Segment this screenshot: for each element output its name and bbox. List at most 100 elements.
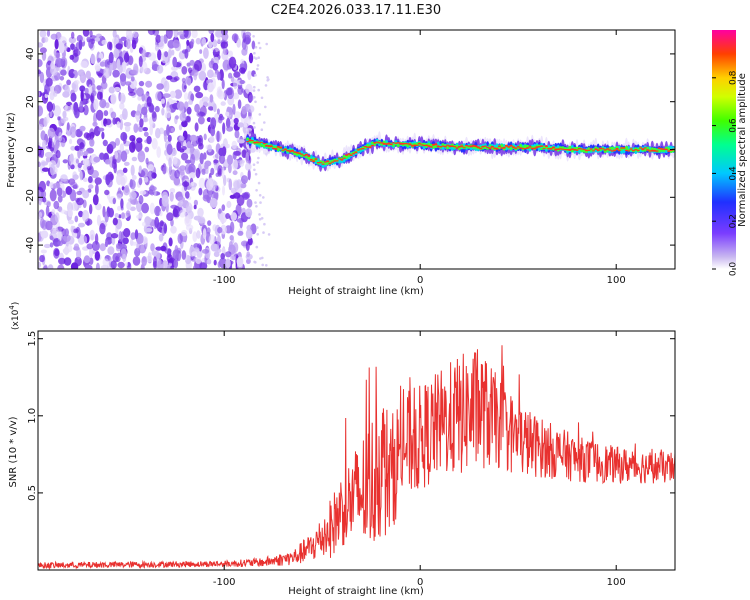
- noise-blob: [85, 70, 92, 80]
- ridge-cell: [312, 160, 316, 163]
- noise-blob: [135, 110, 141, 116]
- noise-blob: [129, 206, 136, 212]
- noise-blob: [245, 162, 252, 171]
- noise-blob: [49, 242, 54, 248]
- ridge-cell: [526, 147, 530, 149]
- noise-blob: [123, 122, 132, 127]
- y-tick-label: -20: [25, 189, 36, 205]
- noise-blob: [239, 79, 245, 85]
- ridge-cell: [662, 148, 666, 150]
- noise-blob: [54, 39, 59, 50]
- noise-blob: [221, 166, 225, 179]
- noise-blob: [143, 176, 149, 183]
- noise-blob: [173, 76, 180, 81]
- noise-blob: [217, 35, 221, 44]
- noise-blob: [237, 86, 244, 95]
- ridge-cell: [568, 145, 572, 150]
- noise-blob: [44, 151, 53, 158]
- ridge-cell: [413, 144, 417, 147]
- noise-blob: [80, 89, 84, 102]
- noise-blob: [221, 79, 225, 90]
- ridge-cell: [643, 147, 647, 149]
- noise-blob: [170, 127, 175, 133]
- noise-blob: [178, 124, 183, 131]
- noise-blob: [99, 223, 106, 235]
- noise-blob: [108, 86, 116, 94]
- noise-blob: [83, 150, 89, 156]
- noise-blob: [232, 242, 239, 253]
- ridge-cell: [450, 145, 454, 147]
- noise-blob: [114, 150, 119, 160]
- noise-blob: [130, 232, 136, 240]
- noise-blob: [41, 50, 47, 61]
- noise-blob: [160, 35, 165, 43]
- noise-blob: [209, 197, 218, 209]
- noise-dot: [257, 41, 261, 45]
- noise-blob: [220, 41, 229, 49]
- noise-blob: [201, 96, 210, 103]
- noise-blob: [120, 198, 124, 209]
- colorbar-tick-label: 0.2: [729, 214, 739, 228]
- noise-blob: [131, 175, 137, 180]
- y-tick-label: 1.5: [27, 331, 38, 347]
- noise-blob: [71, 201, 78, 211]
- noise-blob: [68, 36, 77, 44]
- noise-blob: [109, 173, 114, 181]
- noise-dot: [258, 46, 262, 50]
- noise-blob: [47, 140, 52, 149]
- noise-blob: [83, 132, 90, 139]
- noise-blob: [194, 122, 199, 132]
- ridge-cell: [521, 147, 525, 150]
- noise-blob: [69, 73, 75, 78]
- noise-blob: [57, 195, 63, 203]
- noise-dot: [254, 73, 257, 77]
- y-tick-label: 1.0: [27, 408, 38, 424]
- noise-blob: [209, 136, 215, 143]
- noise-blob: [185, 202, 193, 214]
- noise-blob: [222, 185, 225, 196]
- noise-blob: [156, 64, 164, 74]
- noise-blob: [228, 241, 233, 250]
- ridge-cell: [441, 145, 445, 147]
- noise-blob: [233, 117, 239, 125]
- noise-blob: [51, 209, 56, 216]
- ridge-cell: [314, 158, 318, 160]
- ridge-cell: [488, 144, 492, 147]
- noise-blob: [110, 111, 117, 119]
- noise-blob: [237, 99, 242, 109]
- noise-blob: [49, 189, 57, 202]
- noise-blob: [111, 233, 119, 239]
- noise-blob: [66, 79, 71, 86]
- noise-blob: [47, 127, 55, 139]
- noise-blob: [95, 109, 104, 121]
- noise-dot: [253, 96, 256, 99]
- noise-blob: [116, 173, 123, 186]
- noise-blob: [79, 85, 86, 92]
- noise-blob: [76, 197, 84, 206]
- noise-blob: [64, 84, 70, 97]
- ridge-cell: [575, 149, 579, 152]
- noise-blob: [55, 57, 63, 68]
- noise-blob: [206, 227, 211, 235]
- ridge-cell: [347, 153, 351, 155]
- noise-blob: [167, 258, 174, 264]
- noise-blob: [79, 170, 83, 181]
- noise-blob: [199, 262, 208, 269]
- noise-blob: [141, 202, 150, 214]
- ridge-cell: [641, 148, 645, 151]
- noise-blob: [227, 154, 233, 166]
- noise-blob: [185, 224, 194, 231]
- noise-blob: [104, 118, 112, 126]
- noise-blob: [159, 210, 163, 217]
- spectrogram-ylabel: Frequency (Hz): [6, 112, 17, 188]
- noise-blob: [109, 141, 117, 150]
- noise-blob: [204, 163, 209, 170]
- noise-dot: [253, 51, 256, 55]
- noise-blob: [243, 122, 248, 128]
- noise-blob: [46, 30, 51, 37]
- noise-blob: [245, 83, 253, 95]
- ridge-cell: [337, 158, 341, 160]
- ridge-cell: [629, 148, 633, 150]
- noise-blob: [232, 92, 240, 100]
- noise-blob: [227, 87, 234, 100]
